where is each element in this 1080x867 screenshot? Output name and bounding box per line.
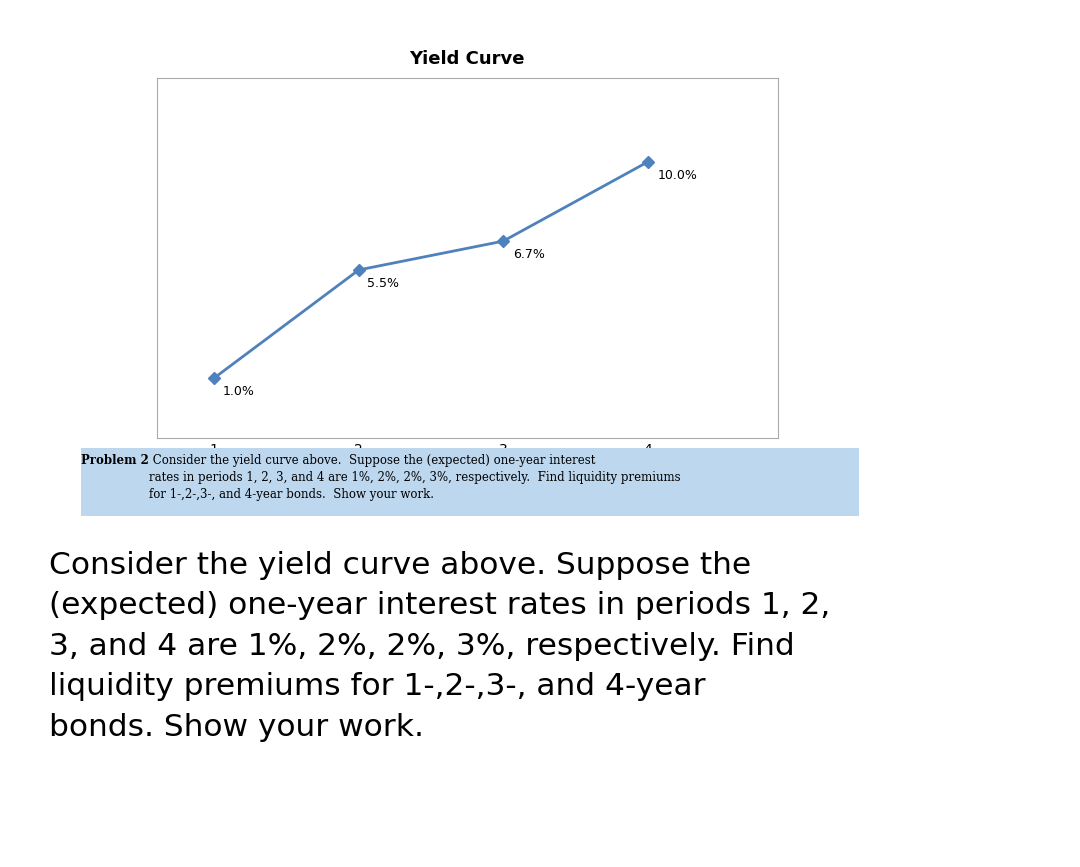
Text: Consider the yield curve above. Suppose the
(expected) one-year interest rates i: Consider the yield curve above. Suppose … [49, 551, 829, 741]
Title: Yield Curve: Yield Curve [409, 50, 525, 68]
Text: 5.5%: 5.5% [367, 277, 400, 290]
Text: 1.0%: 1.0% [224, 385, 255, 398]
Text: 6.7%: 6.7% [513, 248, 545, 261]
Text: Consider the yield curve above.  Suppose the (expected) one-year interest
rates : Consider the yield curve above. Suppose … [149, 453, 680, 500]
Text: Problem 2: Problem 2 [81, 453, 149, 466]
FancyBboxPatch shape [81, 448, 859, 516]
Text: 10.0%: 10.0% [658, 169, 698, 182]
